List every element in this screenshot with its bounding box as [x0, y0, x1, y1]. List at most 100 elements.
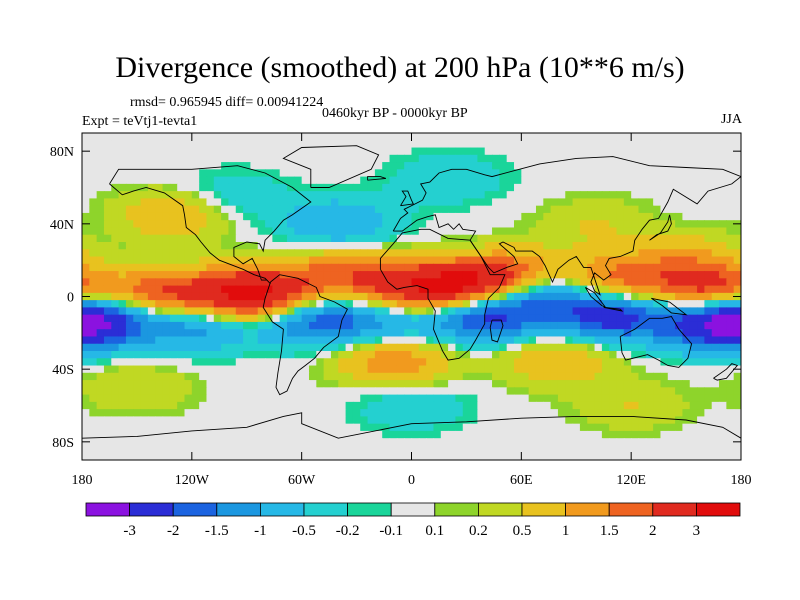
- field-cell: [396, 256, 405, 265]
- field-cell: [125, 365, 134, 374]
- field-cell: [543, 380, 552, 388]
- field-cell: [221, 343, 230, 352]
- field-cell: [470, 423, 478, 432]
- field-cell: [623, 234, 632, 243]
- field-cell: [177, 205, 186, 214]
- field-cell: [338, 242, 347, 250]
- field-cell: [645, 365, 654, 374]
- field-cell: [572, 249, 581, 258]
- field-cell: [374, 133, 383, 141]
- field-cell: [199, 329, 208, 338]
- field-cell: [345, 278, 354, 287]
- field-cell: [206, 401, 215, 410]
- field-cell: [89, 394, 98, 403]
- field-cell: [103, 416, 112, 425]
- field-cell: [257, 380, 266, 388]
- field-cell: [177, 358, 186, 367]
- field-cell: [711, 401, 720, 410]
- field-cell: [228, 351, 237, 359]
- field-cell: [623, 321, 632, 330]
- field-cell: [579, 351, 588, 359]
- field-cell: [609, 263, 618, 272]
- field-cell: [396, 336, 405, 345]
- field-cell: [528, 343, 537, 352]
- field-cell: [228, 169, 237, 178]
- field-cell: [440, 249, 449, 258]
- field-cell: [609, 372, 618, 381]
- field-cell: [257, 183, 266, 192]
- field-cell: [147, 452, 156, 460]
- field-cell: [455, 430, 464, 439]
- field-cell: [199, 321, 208, 330]
- colorbar-swatch: [390, 502, 436, 517]
- field-cell: [228, 452, 237, 460]
- field-cell: [338, 212, 347, 221]
- lon-tick-label: 120E: [616, 473, 646, 488]
- field-cell: [272, 307, 281, 316]
- field-cell: [462, 300, 471, 308]
- field-cell: [528, 365, 537, 374]
- field-cell: [448, 430, 457, 439]
- field-cell: [616, 285, 625, 294]
- field-cell: [243, 227, 252, 236]
- field-cell: [623, 387, 632, 396]
- field-cell: [89, 365, 98, 374]
- field-cell: [103, 176, 112, 185]
- field-cell: [579, 409, 588, 417]
- field-cell: [360, 300, 369, 308]
- field-cell: [514, 343, 522, 352]
- field-cell: [557, 205, 566, 214]
- field-cell: [118, 409, 127, 417]
- field-cell: [352, 271, 361, 279]
- field-cell: [455, 176, 464, 185]
- field-cell: [440, 401, 449, 410]
- field-cell: [587, 169, 596, 178]
- field-cell: [250, 154, 259, 163]
- field-cell: [162, 416, 171, 425]
- field-cell: [484, 220, 493, 229]
- field-cell: [572, 372, 581, 381]
- field-cell: [301, 300, 310, 308]
- field-cell: [162, 343, 171, 352]
- field-cell: [609, 154, 618, 163]
- field-cell: [352, 205, 361, 214]
- field-cell: [528, 401, 537, 410]
- field-cell: [477, 140, 486, 149]
- field-cell: [609, 234, 618, 243]
- field-cell: [704, 278, 713, 287]
- field-cell: [206, 271, 215, 279]
- field-cell: [631, 234, 640, 243]
- field-cell: [330, 212, 339, 221]
- field-cell: [616, 380, 625, 388]
- field-cell: [257, 321, 266, 330]
- field-cell: [697, 445, 705, 454]
- field-cell: [565, 147, 574, 156]
- field-cell: [111, 256, 120, 265]
- field-cell: [660, 205, 669, 214]
- field-cell: [557, 372, 566, 381]
- field-cell: [550, 256, 559, 265]
- field-cell: [579, 227, 588, 236]
- field-cell: [499, 416, 508, 425]
- field-cell: [287, 242, 295, 250]
- field-cell: [169, 329, 178, 338]
- field-cell: [206, 394, 215, 403]
- field-cell: [308, 198, 317, 207]
- field-cell: [711, 416, 720, 425]
- field-cell: [367, 212, 376, 221]
- field-cell: [272, 227, 281, 236]
- field-cell: [279, 321, 288, 330]
- field-cell: [279, 423, 288, 432]
- field-cell: [675, 452, 684, 460]
- field-cell: [609, 220, 618, 229]
- field-cell: [462, 242, 471, 250]
- field-cell: [594, 416, 603, 425]
- field-cell: [250, 169, 259, 178]
- colorbar-swatch: [608, 502, 654, 517]
- field-cell: [330, 307, 339, 316]
- field-cell: [477, 292, 486, 301]
- field-cell: [184, 278, 193, 287]
- field-cell: [265, 249, 273, 258]
- field-cell: [257, 336, 266, 345]
- field-cell: [279, 365, 288, 374]
